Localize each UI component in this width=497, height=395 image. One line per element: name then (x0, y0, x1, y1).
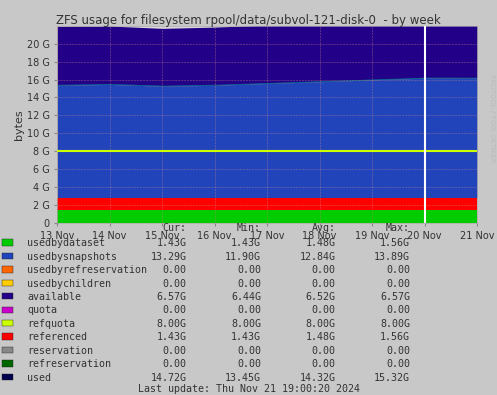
Text: 12.84G: 12.84G (300, 252, 335, 262)
Text: 6.52G: 6.52G (306, 292, 335, 302)
Text: 1.56G: 1.56G (380, 238, 410, 248)
Y-axis label: bytes: bytes (14, 109, 24, 140)
Text: Max:: Max: (386, 223, 410, 233)
Text: 11.90G: 11.90G (225, 252, 261, 262)
Text: 0.00: 0.00 (237, 278, 261, 289)
Text: Avg:: Avg: (312, 223, 335, 233)
Text: 0.00: 0.00 (312, 278, 335, 289)
Text: 15.32G: 15.32G (374, 372, 410, 383)
Text: 0.00: 0.00 (163, 346, 186, 356)
Text: 6.44G: 6.44G (231, 292, 261, 302)
Text: 0.00: 0.00 (163, 265, 186, 275)
Text: 8.00G: 8.00G (157, 319, 186, 329)
Text: 14.72G: 14.72G (151, 372, 186, 383)
Text: 1.43G: 1.43G (231, 238, 261, 248)
Text: used: used (27, 372, 51, 383)
Text: 0.00: 0.00 (312, 346, 335, 356)
Text: 0.00: 0.00 (237, 305, 261, 316)
Text: referenced: referenced (27, 332, 87, 342)
Text: 1.48G: 1.48G (306, 332, 335, 342)
Text: 0.00: 0.00 (237, 265, 261, 275)
Text: 1.43G: 1.43G (157, 332, 186, 342)
Text: 0.00: 0.00 (386, 359, 410, 369)
Text: 6.57G: 6.57G (380, 292, 410, 302)
Text: 0.00: 0.00 (237, 346, 261, 356)
Text: usedbydataset: usedbydataset (27, 238, 105, 248)
Text: 0.00: 0.00 (312, 359, 335, 369)
Text: 8.00G: 8.00G (380, 319, 410, 329)
Text: 0.00: 0.00 (312, 265, 335, 275)
Text: usedbyrefreservation: usedbyrefreservation (27, 265, 147, 275)
Text: 1.43G: 1.43G (157, 238, 186, 248)
Text: 13.89G: 13.89G (374, 252, 410, 262)
Text: quota: quota (27, 305, 57, 316)
Text: 14.32G: 14.32G (300, 372, 335, 383)
Text: 1.48G: 1.48G (306, 238, 335, 248)
Text: 0.00: 0.00 (163, 305, 186, 316)
Text: usedbysnapshots: usedbysnapshots (27, 252, 117, 262)
Text: RRDTOOL / TOBI OETIKER: RRDTOOL / TOBI OETIKER (489, 74, 495, 163)
Text: Cur:: Cur: (163, 223, 186, 233)
Text: 0.00: 0.00 (386, 305, 410, 316)
Text: 8.00G: 8.00G (306, 319, 335, 329)
Text: 13.45G: 13.45G (225, 372, 261, 383)
Text: ZFS usage for filesystem rpool/data/subvol-121-disk-0  - by week: ZFS usage for filesystem rpool/data/subv… (56, 14, 441, 27)
Text: 0.00: 0.00 (237, 359, 261, 369)
Text: 1.56G: 1.56G (380, 332, 410, 342)
Text: refreservation: refreservation (27, 359, 111, 369)
Text: 6.57G: 6.57G (157, 292, 186, 302)
Text: reservation: reservation (27, 346, 93, 356)
Text: usedbychildren: usedbychildren (27, 278, 111, 289)
Text: 0.00: 0.00 (163, 278, 186, 289)
Text: 13.29G: 13.29G (151, 252, 186, 262)
Text: 8.00G: 8.00G (231, 319, 261, 329)
Text: 0.00: 0.00 (163, 359, 186, 369)
Text: 1.43G: 1.43G (231, 332, 261, 342)
Text: Last update: Thu Nov 21 19:00:20 2024: Last update: Thu Nov 21 19:00:20 2024 (138, 384, 359, 394)
Text: 0.00: 0.00 (312, 305, 335, 316)
Text: 0.00: 0.00 (386, 278, 410, 289)
Text: 0.00: 0.00 (386, 265, 410, 275)
Text: refquota: refquota (27, 319, 76, 329)
Text: available: available (27, 292, 82, 302)
Text: 0.00: 0.00 (386, 346, 410, 356)
Text: Min:: Min: (237, 223, 261, 233)
